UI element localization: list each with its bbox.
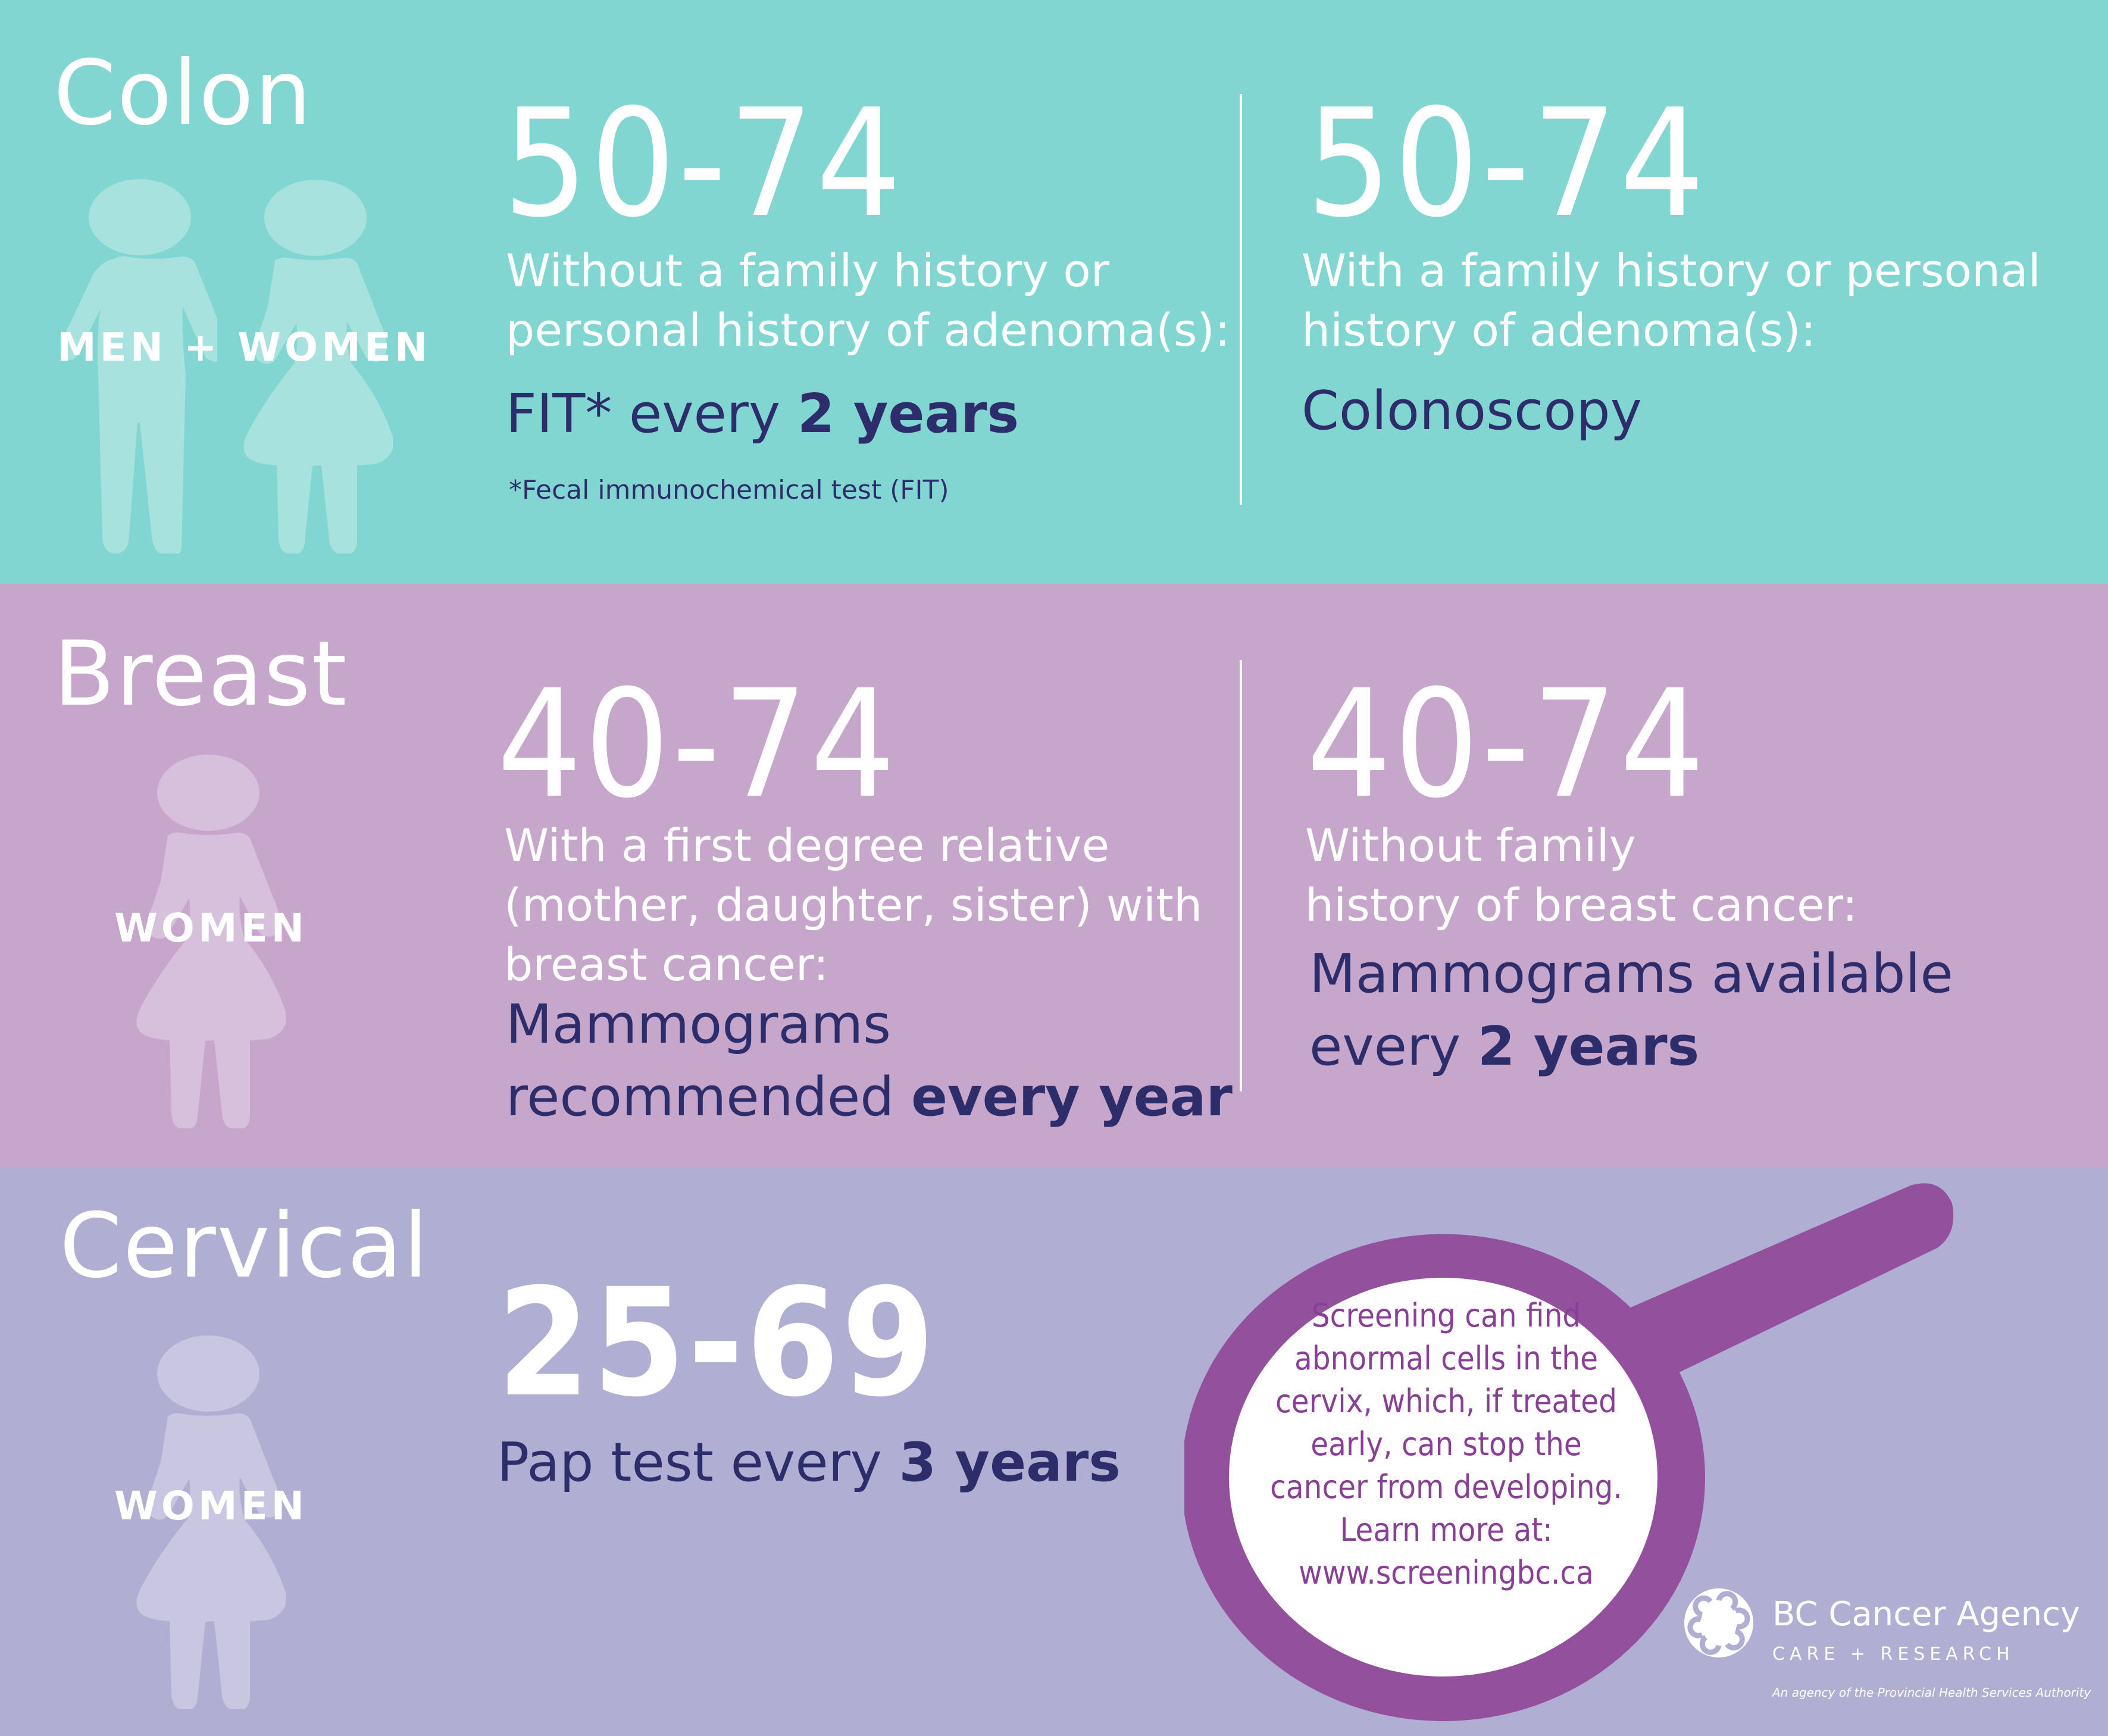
logo-tagline: An agency of the Provincial Health Servi… (1772, 1685, 2091, 1700)
message-line: cancer from developing. (1270, 1468, 1622, 1506)
condition-line: history of breast cancer: (1305, 878, 1858, 931)
recommendation-interval: 2 years (797, 383, 1019, 445)
condition-line: With a family history or personal (1302, 244, 2041, 297)
colon-right-condition: With a family history or personal histor… (1302, 241, 2041, 360)
woman-figure-icon (136, 1335, 286, 1709)
column-divider (1240, 94, 1242, 505)
breast-audience-label: WOMEN (114, 905, 308, 951)
message-line: Screening can find (1311, 1297, 1581, 1334)
man-figure-icon (62, 179, 217, 553)
condition-line: (mother, daughter, sister) with (504, 878, 1203, 931)
breast-right-condition: Without family history of breast cancer: (1305, 816, 1857, 935)
breast-right-age-range: 40-74 (1306, 658, 1707, 831)
recommendation-interval: every year (911, 1066, 1233, 1128)
condition-line: history of adenoma(s): (1302, 304, 1816, 356)
cervical-title: Cervical (60, 1194, 430, 1298)
cervical-recommendation: Pap test every 3 years (497, 1427, 1121, 1499)
message-line: early, can stop the (1311, 1425, 1582, 1463)
message-line: cervix, which, if treated (1275, 1382, 1618, 1420)
magnifier-message: Screening can find abnormal cells in the… (1214, 1294, 1678, 1594)
logo-name: BC Cancer Agency (1772, 1595, 2081, 1634)
breast-right-recommendation: Mammograms available every 2 years (1309, 938, 1953, 1083)
colon-right-age-range: 50-74 (1306, 77, 1707, 250)
logo-subtitle: CARE + RESEARCH (1772, 1644, 2015, 1665)
bc-cancer-flower-icon (1684, 1588, 1753, 1657)
recommendation-text: FIT* every (506, 383, 797, 445)
colon-left-age-range: 50-74 (503, 77, 904, 250)
fit-footnote: *Fecal immunochemical test (FIT) (509, 475, 949, 505)
condition-line: personal history of adenoma(s): (506, 304, 1230, 356)
recommendation-text: Mammograms (506, 993, 892, 1056)
recommendation-text: Pap test every (497, 1431, 899, 1494)
breast-left-condition: With a first degree relative (mother, da… (504, 816, 1202, 994)
recommendation-interval: 3 years (899, 1431, 1121, 1494)
recommendation-text: every (1309, 1015, 1478, 1078)
recommendation-text: Mammograms available (1309, 943, 1953, 1005)
breast-title: Breast (54, 623, 348, 726)
message-line: abnormal cells in the (1294, 1340, 1598, 1377)
woman-figure-icon (136, 755, 286, 1128)
colon-right-recommendation: Colonoscopy (1302, 380, 1642, 442)
woman-figure-icon (243, 180, 393, 553)
breast-section: Breast WOMEN 40-74 With a first degree r… (0, 584, 2108, 1168)
column-divider (1240, 660, 1242, 1091)
magnifying-glass-icon (1184, 1183, 1954, 1721)
condition-line: Without a family history or (506, 244, 1109, 297)
condition-line: breast cancer: (504, 938, 829, 991)
cervical-audience-label: WOMEN (114, 1483, 308, 1529)
colon-section: Colon MEN + WOMEN 50-74 Without a family… (0, 0, 2108, 584)
breast-left-recommendation: Mammograms recommended every year (506, 989, 1233, 1134)
breast-left-age-range: 40-74 (497, 658, 898, 831)
cervical-age-range: 25-69 (497, 1256, 937, 1430)
colon-left-recommendation: FIT* every 2 years (506, 378, 1019, 451)
recommendation-text: recommended (506, 1066, 911, 1128)
condition-line: Without family (1305, 819, 1636, 872)
message-line: Learn more at: (1340, 1511, 1553, 1549)
colon-left-condition: Without a family history or personal his… (506, 241, 1230, 360)
cervical-section: Cervical WOMEN 25-69 Pap test every 3 ye… (0, 1168, 2108, 1736)
screeningbc-link[interactable]: www.screeningbc.ca (1299, 1554, 1594, 1591)
colon-audience-label: MEN + WOMEN (57, 324, 431, 370)
colon-title: Colon (54, 42, 313, 145)
condition-line: With a first degree relative (504, 819, 1110, 872)
recommendation-interval: 2 years (1477, 1015, 1700, 1078)
